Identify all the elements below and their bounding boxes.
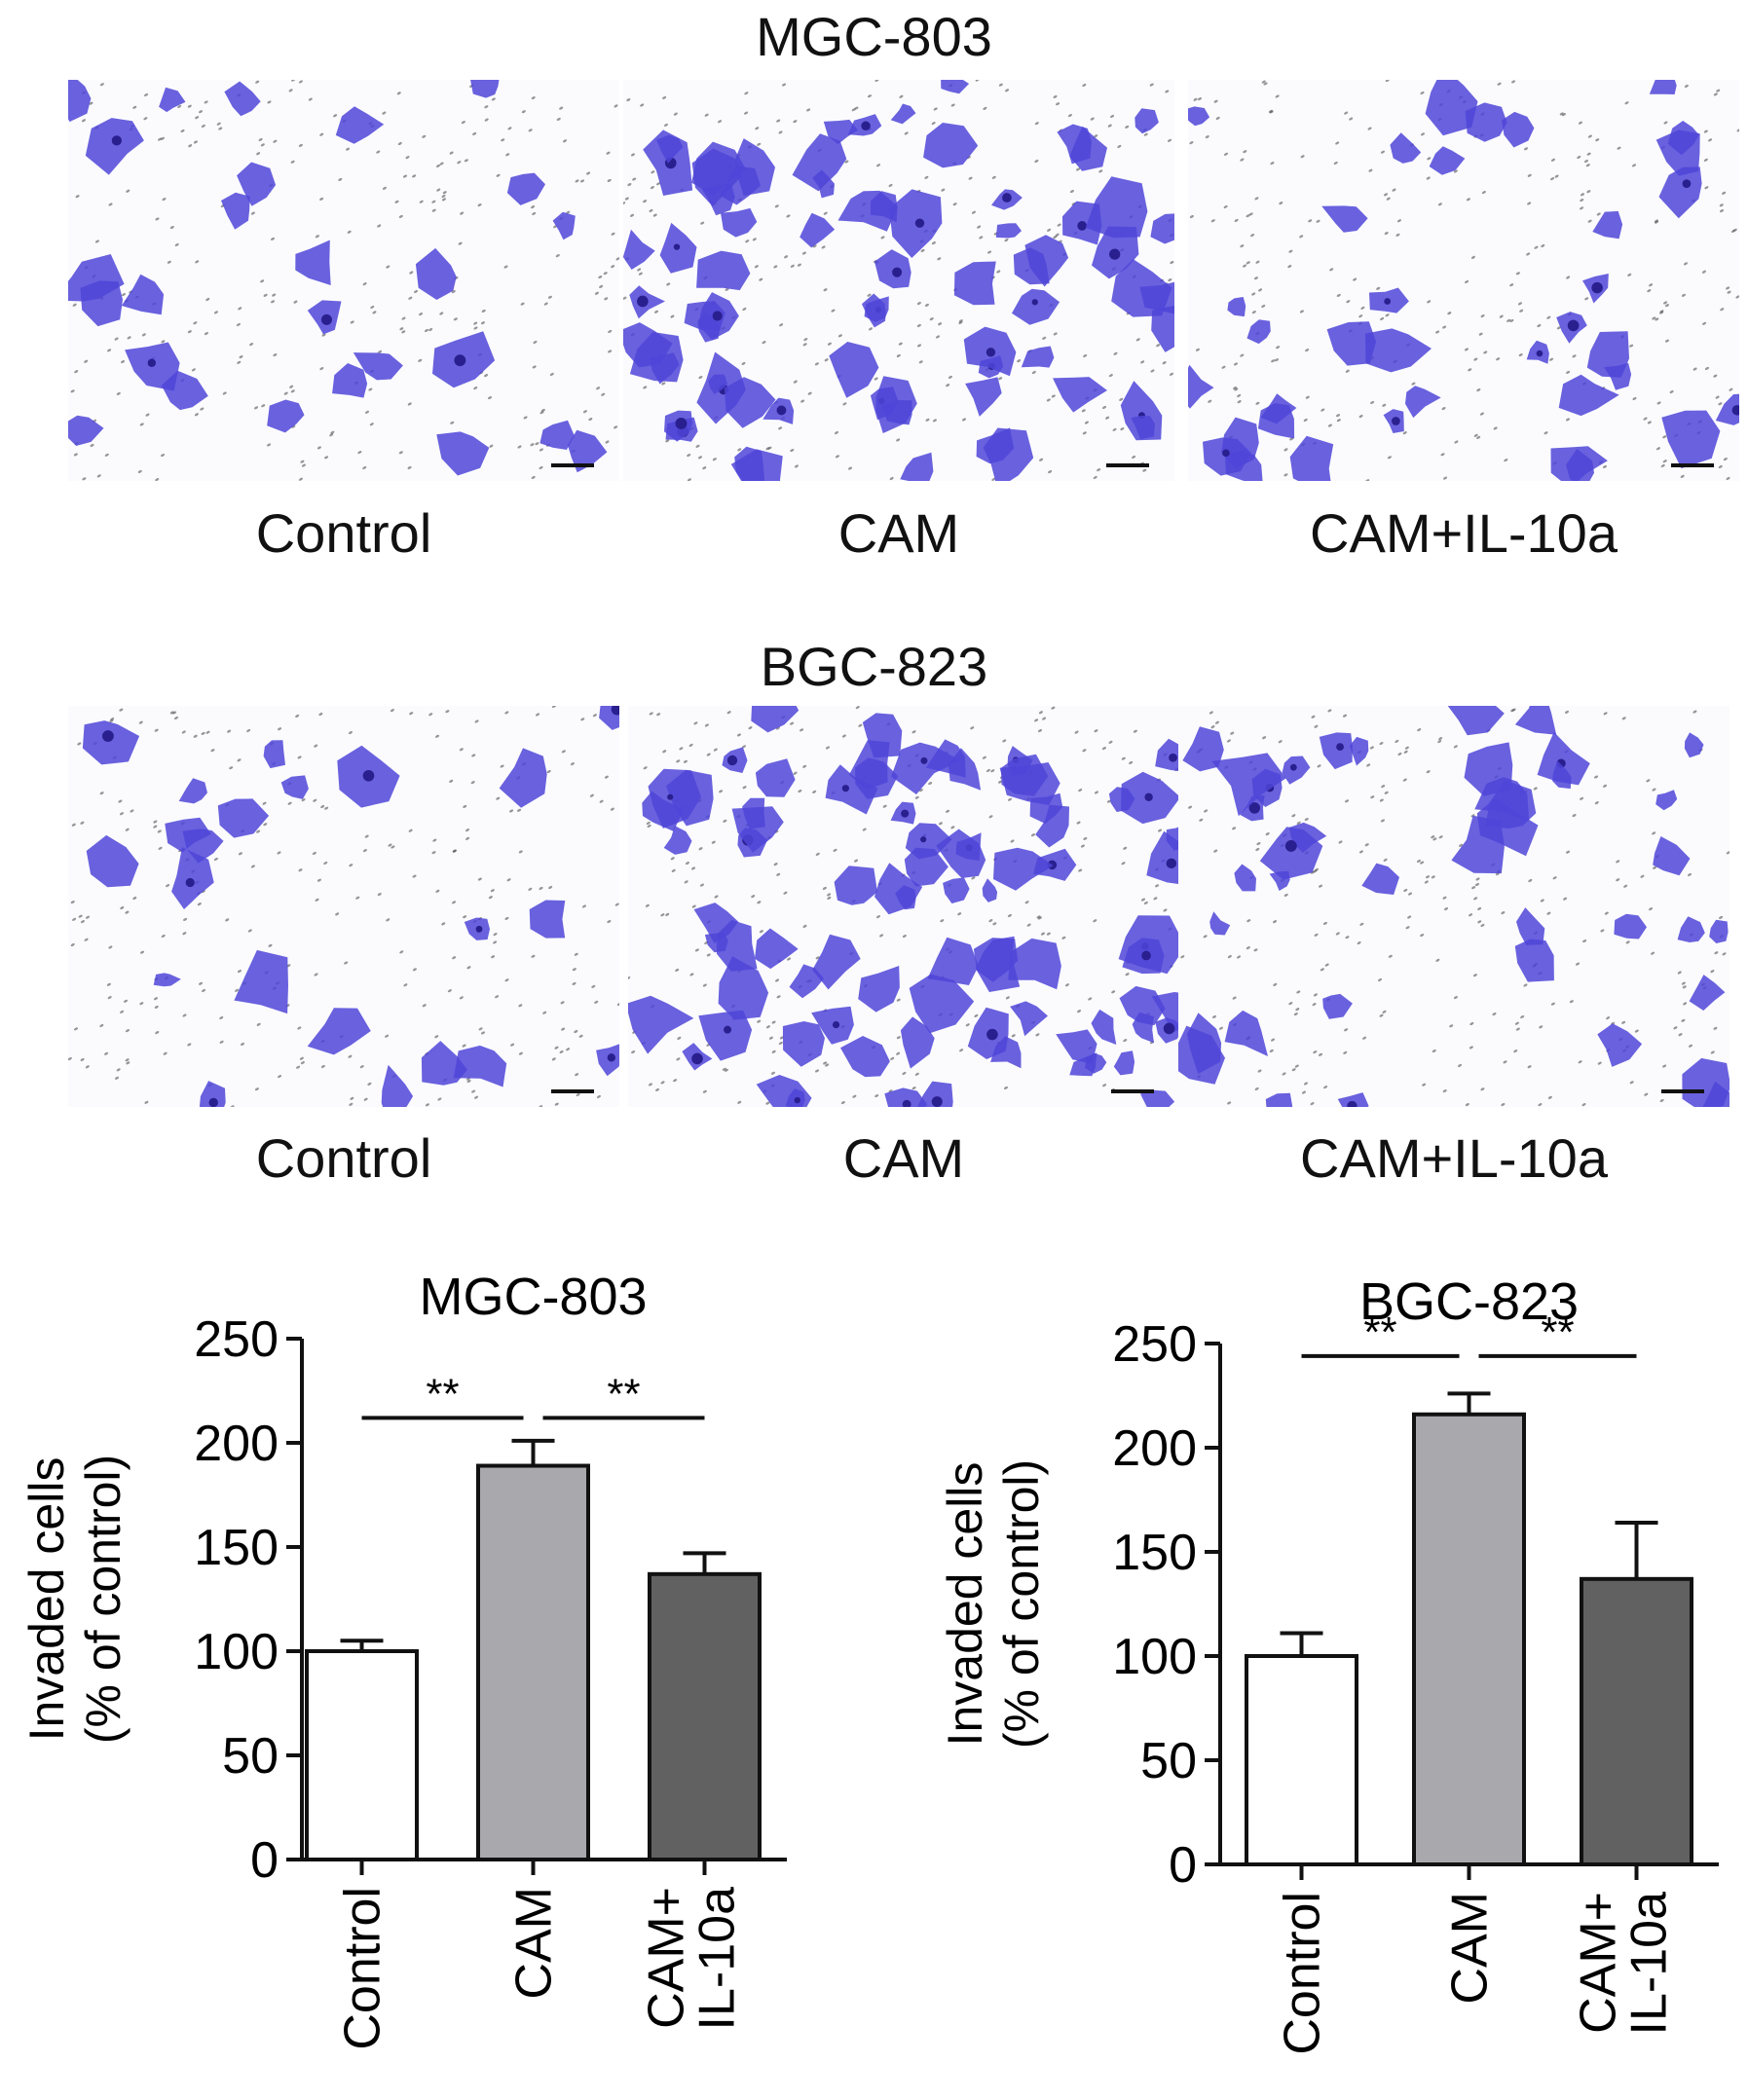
y-tick-label: 150 (1112, 1525, 1197, 1581)
y-tick-label: 50 (222, 1728, 279, 1785)
y-tick-label: 0 (250, 1832, 279, 1889)
x-tick-label: CAM+ (1571, 1892, 1627, 2034)
bar (476, 1463, 590, 1861)
y-axis-label: (% of control) (76, 1455, 130, 1744)
panel-label-mgc803-cam: CAM (837, 502, 960, 564)
y-tick-label: 250 (194, 1311, 279, 1368)
y-tick-label: 250 (1112, 1316, 1197, 1373)
micrograph-bgc823-cam-il10a (1178, 706, 1729, 1107)
x-tick-label: IL-10a (1621, 1892, 1678, 2036)
micrograph-mgc803-control (68, 80, 619, 481)
panel-label-bgc823-control: Control (255, 1127, 432, 1189)
micrograph-bgc823-cam (628, 706, 1179, 1107)
y-axis-label: Invaded cells (19, 1457, 74, 1742)
bar (1245, 1654, 1358, 1866)
y-tick-label: 150 (194, 1520, 279, 1576)
bar (648, 1571, 762, 1861)
y-axis-label: Invaded cells (938, 1462, 992, 1747)
chart-title: MGC-803 (419, 1268, 647, 1326)
panel-label-bgc823-cam: CAM (842, 1127, 965, 1189)
row2-title: BGC-823 (760, 636, 988, 697)
y-tick-label: 50 (1140, 1733, 1197, 1789)
bar (1412, 1412, 1526, 1866)
panel-label-mgc803-cam-il10a: CAM+IL-10a (1310, 502, 1618, 564)
micrograph-mgc803-cam-il10a (1188, 80, 1739, 481)
chart-title: BGC-823 (1359, 1272, 1579, 1331)
x-tick-label: CAM (1442, 1892, 1499, 2005)
significance-label: ** (1363, 1308, 1396, 1356)
row1-title: MGC-803 (756, 6, 992, 67)
x-tick-label: Control (1275, 1892, 1331, 2055)
y-tick-label: 200 (1112, 1420, 1197, 1477)
significance-label: ** (607, 1370, 640, 1418)
panel-label-bgc823-cam-il10a: CAM+IL-10a (1300, 1127, 1608, 1189)
y-axis-label: (% of control) (994, 1459, 1049, 1749)
significance-label: ** (1541, 1308, 1574, 1356)
chart-0: MGC-803 0 50 100 150 200 250 Invaded cells (% of… (19, 1268, 787, 2050)
y-tick-label: 0 (1169, 1837, 1197, 1894)
micrograph-bgc823-control (68, 706, 619, 1107)
bar (305, 1649, 419, 1861)
y-tick-label: 100 (1112, 1629, 1197, 1685)
x-tick-label: CAM (506, 1887, 563, 2000)
panel-label-mgc803-control: Control (255, 502, 432, 564)
x-tick-label: IL-10a (689, 1887, 746, 2031)
x-tick-label: Control (335, 1887, 391, 2050)
y-tick-label: 100 (194, 1624, 279, 1680)
y-tick-label: 200 (194, 1416, 279, 1472)
chart-1: BGC-823 0 50 100 150 200 250 Invaded cells (% of… (938, 1272, 1719, 2055)
x-tick-label: CAM+ (639, 1887, 695, 2029)
micrograph-mgc803-cam (623, 80, 1174, 481)
significance-label: ** (426, 1370, 459, 1418)
bar (1580, 1576, 1693, 1866)
